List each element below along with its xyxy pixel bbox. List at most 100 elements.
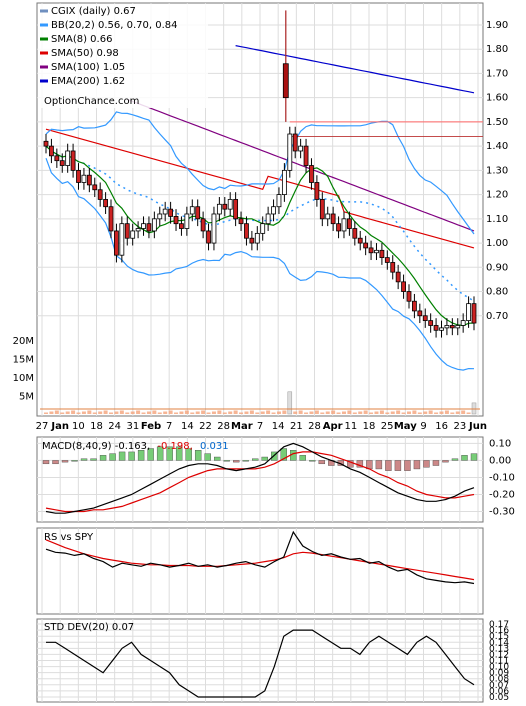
volume-bar <box>195 411 200 414</box>
price-y-tick-label: 1.70 <box>486 68 508 79</box>
volume-bar <box>136 410 141 414</box>
candle-body <box>276 194 282 208</box>
candles <box>43 10 477 338</box>
price-y-tick-label: 1.50 <box>486 117 508 128</box>
candle-body <box>271 206 276 215</box>
legend: CGIX (daily) 0.67 BB(20,2) 0.56, 0.70, 0.… <box>38 4 208 108</box>
macd-histogram-bar <box>261 456 268 461</box>
std-y-tick-label: 0.11 <box>489 657 509 667</box>
macd-histogram-bar <box>118 451 126 461</box>
volume-bar <box>293 411 298 414</box>
volume-bar <box>455 411 460 414</box>
candle-body <box>346 218 352 229</box>
price-panel: 1.90 1.80 1.70 1.60 1.50 1.40 1.30 1.20 1.10 1.00… <box>13 2 508 417</box>
candle-body <box>395 271 401 283</box>
legend-entry: SMA(8) 0.66 <box>51 34 112 45</box>
sma50-line <box>45 128 475 249</box>
candle-body <box>412 300 417 312</box>
candle-body <box>162 208 168 215</box>
std-y-tick-label: 0.07 <box>489 681 509 691</box>
macd-histogram-bar <box>213 456 221 461</box>
macd-histogram-bar <box>271 451 278 461</box>
volume-bar <box>363 410 368 414</box>
volume-bar <box>49 411 54 414</box>
volume-bar <box>163 411 168 414</box>
volume-bars <box>40 391 480 415</box>
candle-body <box>439 327 444 331</box>
candle-body <box>341 218 347 232</box>
candle-body <box>265 213 271 225</box>
volume-bar <box>174 412 179 414</box>
candle-body <box>81 174 87 183</box>
volume-bar <box>369 412 374 414</box>
candle-body <box>303 145 309 166</box>
x-tick-label: Jun <box>468 421 487 432</box>
volume-bar <box>461 410 466 414</box>
candle-body <box>206 230 211 244</box>
x-tick-label: 21 <box>290 421 303 432</box>
macd-histogram-bar <box>99 455 107 461</box>
candle-body <box>444 325 450 329</box>
price-y-tick-label: 1.40 <box>486 141 508 152</box>
macd-histogram-bar <box>423 460 430 468</box>
candle-body <box>455 325 461 329</box>
volume-bar <box>309 411 314 414</box>
price-y-tick-label: 1.00 <box>486 238 508 249</box>
macd-histogram-bar <box>242 460 249 462</box>
watermark: OptionChance.com <box>44 96 139 107</box>
macd-histogram-bar <box>413 460 421 470</box>
x-tick-label: Mar <box>231 421 253 432</box>
std-dev-line <box>46 629 475 698</box>
volume-bar <box>146 411 151 414</box>
candle-body <box>114 230 119 256</box>
candle-body <box>352 228 358 239</box>
x-tick-label: Jan <box>50 421 69 432</box>
candle-body <box>287 133 293 171</box>
macd-y-tick-label: 0.00 <box>489 455 511 466</box>
candle-body <box>119 223 125 256</box>
macd-hist-label: 0.031 <box>200 441 229 452</box>
x-tick-label: 28 <box>308 421 321 432</box>
macd-histogram-bar <box>185 448 192 461</box>
std-y-tick-label: 0.12 <box>489 650 509 660</box>
volume-bar <box>114 411 119 414</box>
macd-histogram-bar <box>71 460 78 462</box>
candle-body <box>374 249 379 254</box>
x-tick-label: Apr <box>323 421 343 432</box>
candle-body <box>309 165 314 183</box>
volume-bar <box>125 412 130 414</box>
std-line <box>46 629 475 698</box>
volume-bar <box>352 412 357 414</box>
candle-body <box>216 203 222 215</box>
std-y-tick-label: 0.14 <box>489 638 509 648</box>
volume-bar <box>152 410 157 414</box>
candle-body <box>146 223 152 232</box>
candle-body <box>244 223 249 239</box>
volume-bar <box>385 412 390 414</box>
macd-line <box>45 442 475 514</box>
price-y-tick-label: 0.90 <box>486 262 508 273</box>
macd-histogram-bar <box>42 460 50 465</box>
candle-body <box>379 249 385 259</box>
candle-body <box>460 320 466 326</box>
candle-body <box>281 169 287 195</box>
macd-signal-line <box>45 451 475 513</box>
volume-bar <box>390 411 395 414</box>
candle-body <box>325 213 331 220</box>
candle-body <box>249 237 255 244</box>
volume-bar <box>325 411 330 414</box>
macd-histogram-bar <box>299 455 306 461</box>
macd-histogram-bar <box>80 458 88 461</box>
volume-bar <box>304 412 309 414</box>
macd-histogram-bar <box>90 458 97 461</box>
volume-bar <box>450 412 455 414</box>
x-tick-label: 7 <box>257 421 263 432</box>
candle-body <box>384 257 390 263</box>
macd-histogram-bar <box>233 460 240 463</box>
volume-bar <box>379 410 384 414</box>
volume-bar <box>157 412 162 414</box>
candle-body <box>222 203 228 210</box>
candle-body <box>368 247 374 254</box>
candle-body <box>330 213 336 225</box>
volume-y-tick-label: 5M <box>19 392 34 403</box>
